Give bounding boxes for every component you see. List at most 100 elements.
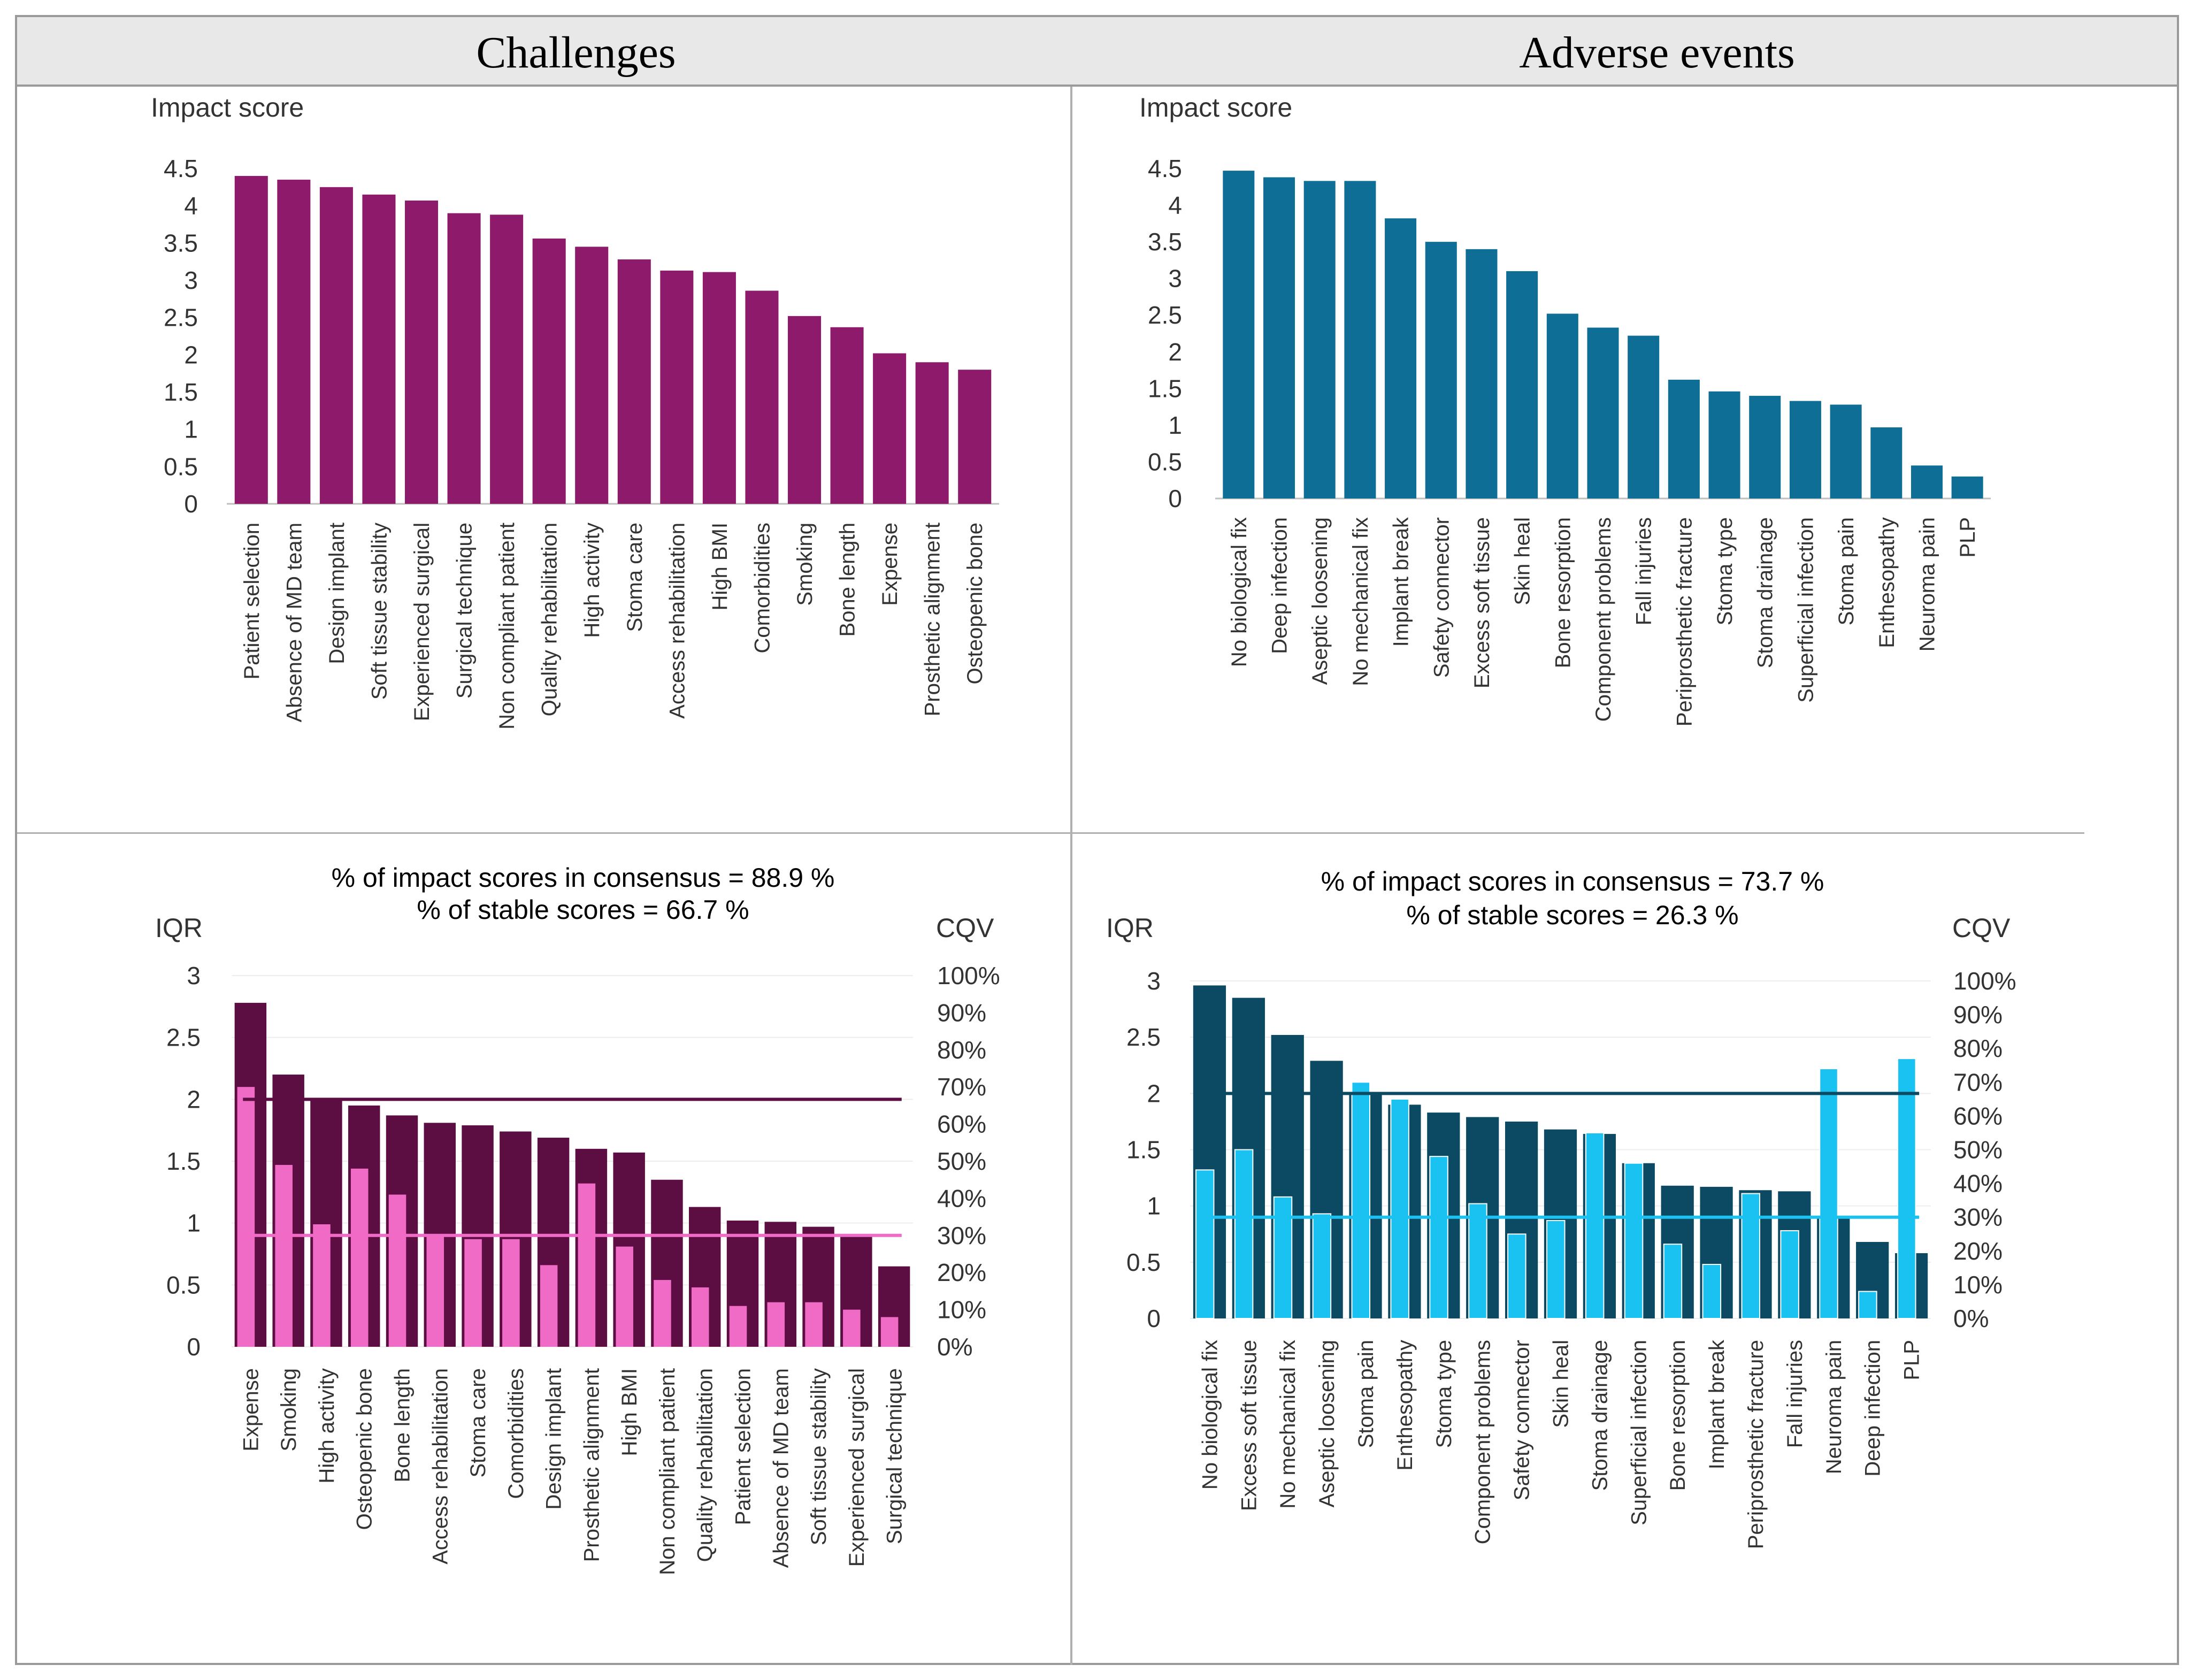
bar-15 [830,327,864,504]
category-label: Enthesopathy [1875,517,1899,648]
y-axis-label-iqr: IQR [1106,913,1154,943]
y2-tick-label: 80% [1953,1034,2003,1062]
category-label: No biological fix [1228,517,1251,667]
category-label: Experienced surgical [410,523,434,721]
category-label: PLP [1900,1340,1924,1380]
y2-tick-label: 100% [937,962,1000,989]
bar-6 [1425,242,1457,498]
category-label: Osteopenic bone [963,523,987,684]
category-label: Deep infection [1861,1340,1885,1477]
y-tick-label: 0 [184,490,198,518]
y2-tick-label: 40% [1953,1170,2003,1198]
bar-9 [1546,313,1578,498]
category-label: Stoma care [623,523,647,632]
category-label: No mechanical fix [1349,517,1372,686]
bar-2 [277,179,311,504]
cqv-bar-18 [880,1317,899,1347]
y2-tick-label: 20% [937,1259,986,1286]
y-tick-label: 0 [187,1333,201,1361]
y2-tick-label: 60% [937,1110,986,1138]
y-tick-label: 1 [184,416,198,443]
bar-1 [1223,171,1255,498]
y-tick-label: 0 [1168,485,1182,512]
y-tick-label: 3.5 [164,229,198,257]
bar-17 [1870,427,1903,498]
category-label: Safety connector [1430,517,1453,678]
category-label: Neuroma pain [1822,1340,1846,1474]
bar-11 [660,270,694,504]
cqv-bar-4 [350,1168,369,1347]
category-label: High activity [580,523,604,638]
bar-16 [1830,404,1862,498]
bar-9 [575,247,609,504]
y-tick-label: 0 [1147,1305,1161,1332]
cqv-bar-7 [464,1239,482,1347]
category-label: Soft tissue stability [367,523,391,700]
bar-7 [490,214,524,504]
cqv-bar-12 [1624,1162,1644,1319]
y2-tick-label: 60% [1953,1102,2003,1130]
chart-title: % of impact scores in consensus = 73.7 % [1321,866,1824,896]
cqv-bar-5 [1351,1081,1371,1320]
category-label: Bone length [391,1368,415,1483]
category-label: Non compliant patient [495,523,519,730]
bar-1 [234,175,268,504]
y2-tick-label: 70% [1953,1068,2003,1096]
category-label: Prosthetic alignment [921,523,945,716]
y-tick-label: 1.5 [1148,374,1182,402]
category-label: Experienced surgical [845,1368,869,1567]
cqv-bar-9 [1507,1233,1526,1319]
y2-tick-label: 80% [937,1036,986,1064]
cqv-bar-17 [843,1309,861,1347]
category-label: Implant break [1705,1339,1729,1469]
chart-subtitle: % of stable scores = 66.7 % [417,895,749,925]
cqv-bar-11 [616,1246,633,1347]
cqv-bar-10 [578,1183,596,1347]
y2-tick-label: 0% [937,1333,972,1361]
y2-axis-label-cqv: CQV [1952,913,2011,943]
bar-7 [1466,249,1498,498]
cqv-bar-15 [1741,1193,1760,1320]
y2-tick-label: 30% [937,1222,986,1249]
y2-tick-label: 30% [1953,1203,2003,1231]
bar-4 [362,194,396,504]
category-label: Stoma drainage [1754,517,1777,668]
bar-10 [1587,327,1619,498]
y-tick-label: 1.5 [1126,1136,1161,1164]
category-label: Component problems [1471,1340,1495,1544]
category-label: Access rehabilitation [665,523,689,719]
bar-12 [702,272,736,504]
category-label: Patient selection [240,523,264,680]
y-tick-label: 2 [1168,338,1182,366]
category-label: Quality rehabilitation [538,523,562,716]
y2-tick-label: 70% [937,1073,986,1101]
chart-title: % of impact scores in consensus = 88.9 % [332,863,835,893]
category-label: Skin heal [1549,1340,1573,1428]
cqv-bar-15 [767,1302,785,1347]
cqv-bar-17 [1819,1068,1838,1320]
cqv-bar-9 [540,1265,558,1347]
category-label: Patient selection [732,1368,755,1525]
category-label: Expense [878,523,902,606]
cqv-bar-16 [805,1302,823,1347]
category-label: Quality rehabilitation [694,1368,717,1562]
cqv-bar-4 [1312,1213,1332,1319]
category-label: Periprosthetic fracture [1744,1340,1768,1549]
category-label: High BMI [708,523,732,611]
category-label: High activity [315,1368,339,1484]
category-label: Comorbidities [504,1368,528,1499]
cqv-bar-14 [1702,1264,1722,1320]
category-label: Stoma care [466,1368,490,1478]
y-tick-label: 2.5 [1126,1023,1161,1051]
category-label: Smoking [793,523,817,606]
y2-tick-label: 50% [937,1147,986,1175]
category-label: Bone resorption [1666,1340,1690,1491]
category-label: Aseptic loosening [1308,517,1332,685]
category-label: Periprosthetic fracture [1673,517,1696,726]
category-label: Bone resorption [1551,517,1575,668]
category-label: Surgical technique [453,523,477,699]
y-tick-label: 3.5 [1148,228,1182,256]
y-tick-label: 4.5 [164,155,198,182]
bar-11 [1628,335,1660,498]
